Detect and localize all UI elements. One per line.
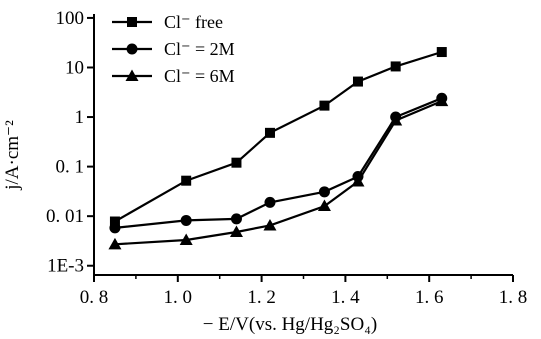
legend-marker [126, 43, 138, 55]
legend: Cl⁻ free Cl⁻ = 2M Cl⁻ = 6M [112, 12, 235, 86]
legend-label: Cl⁻ = 6M [164, 66, 235, 86]
x-tick-label: 1. 2 [247, 287, 276, 308]
x-tick-label: 1. 8 [499, 287, 528, 308]
series-line [114, 97, 443, 229]
data-point [317, 199, 331, 212]
legend-marker [127, 17, 137, 27]
series-line [114, 50, 443, 223]
data-point [435, 94, 449, 107]
data-point [352, 76, 363, 87]
data-point [179, 233, 193, 246]
data-point [390, 61, 401, 72]
y-tick-label: 1 [75, 107, 85, 128]
y-tick-label: 1E-3 [47, 256, 84, 277]
data-point [319, 100, 330, 111]
y-tick-label: 100 [56, 8, 85, 29]
series-layer [108, 47, 449, 250]
axes: 0. 8 1. 0 1. 2 1. 4 1. 6 1. 8 1E-3 0. 01 0. 1 1 10… [46, 8, 527, 308]
data-point [109, 216, 120, 227]
data-point [231, 157, 242, 168]
data-point [109, 222, 121, 234]
series-square [109, 47, 447, 227]
data-point [181, 175, 192, 186]
legend-label: Cl⁻ = 2M [164, 39, 235, 59]
x-axis-label: − E/V(vs. Hg/Hg₂SO₄) [203, 314, 377, 335]
data-point [229, 225, 243, 237]
legend-entry: Cl⁻ free [112, 12, 223, 32]
x-tick-label: 1. 4 [331, 287, 360, 308]
y-tick-label: 0. 01 [46, 206, 84, 227]
data-point [389, 114, 403, 126]
y-axis-label: j/A·cm⁻² [2, 120, 23, 191]
y-tick-label: 10 [65, 57, 84, 78]
series-circle [109, 92, 448, 234]
data-point [436, 47, 447, 58]
series-line [114, 100, 443, 246]
x-tick-label: 1. 6 [415, 287, 444, 308]
data-point [230, 213, 242, 225]
data-point [180, 214, 192, 226]
series-triangle [108, 94, 449, 250]
x-tick-label: 1. 0 [164, 287, 193, 308]
data-point [318, 186, 330, 198]
legend-label: Cl⁻ free [164, 12, 223, 32]
legend-entry: Cl⁻ = 2M [112, 39, 235, 59]
legend-marker [125, 69, 139, 81]
data-point [108, 237, 122, 250]
x-tick-label: 0. 8 [80, 287, 109, 308]
data-point [264, 196, 276, 208]
data-point [264, 127, 275, 138]
y-tick-label: 0. 1 [56, 157, 85, 178]
data-point [263, 218, 277, 231]
data-point [351, 175, 365, 187]
legend-entry: Cl⁻ = 6M [112, 66, 235, 86]
